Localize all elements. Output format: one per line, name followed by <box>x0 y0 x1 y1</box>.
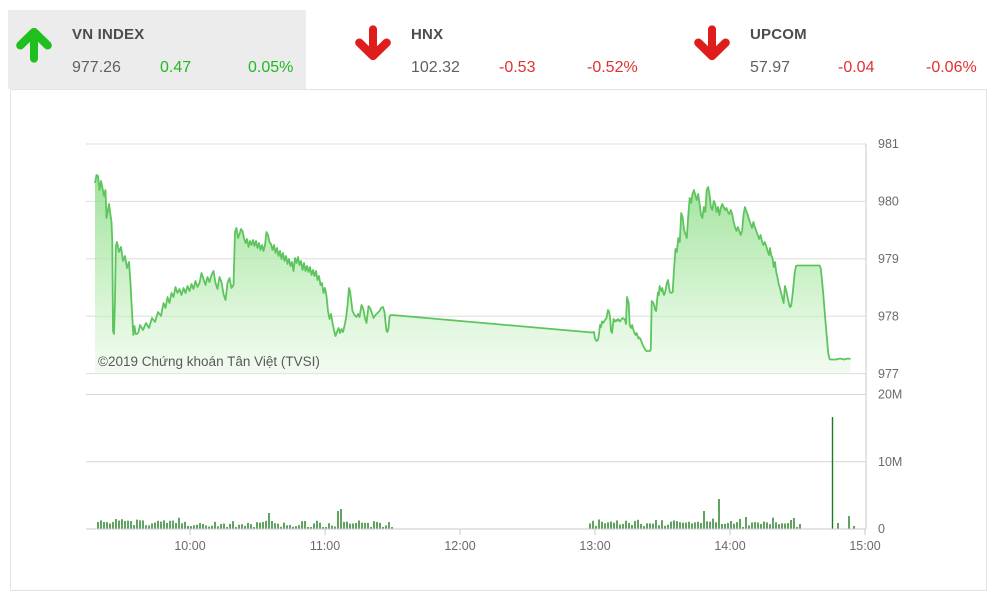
svg-text:977: 977 <box>878 367 899 381</box>
svg-text:980: 980 <box>878 195 899 209</box>
svg-text:11:00: 11:00 <box>310 539 340 553</box>
svg-text:978: 978 <box>878 309 899 323</box>
svg-text:14:00: 14:00 <box>714 539 745 553</box>
svg-text:0: 0 <box>878 522 885 536</box>
svg-text:10M: 10M <box>878 455 902 469</box>
svg-text:10:00: 10:00 <box>174 539 205 553</box>
svg-text:20M: 20M <box>878 388 902 402</box>
svg-text:979: 979 <box>878 252 899 266</box>
svg-text:15:00: 15:00 <box>849 539 880 553</box>
svg-text:©2019 Chứng khoán Tân Việt (TV: ©2019 Chứng khoán Tân Việt (TVSI) <box>98 354 320 369</box>
svg-text:981: 981 <box>878 137 899 151</box>
svg-text:13:00: 13:00 <box>579 539 610 553</box>
svg-text:12:00: 12:00 <box>444 539 475 553</box>
